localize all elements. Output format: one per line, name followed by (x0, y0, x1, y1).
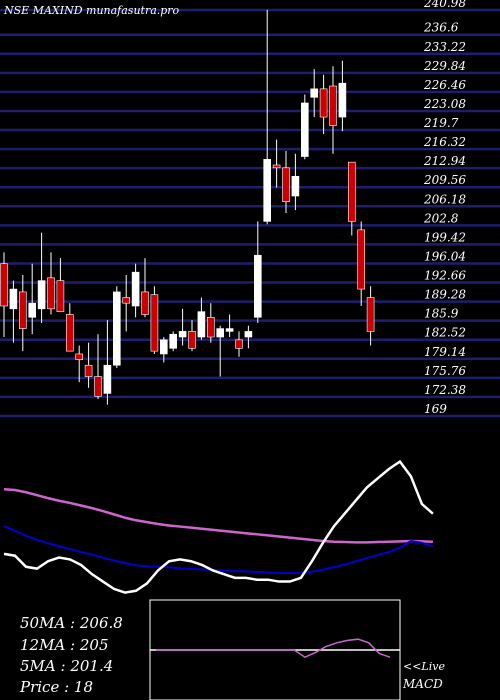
y-tick-label-6: 219.7 (423, 116, 459, 130)
candle-body-27 (254, 254, 262, 318)
candle-body-12 (113, 291, 121, 366)
candle-body-24 (225, 328, 234, 332)
candle-body-38 (357, 229, 366, 290)
y-tick-label-15: 189.28 (424, 288, 466, 302)
y-tick-label-17: 182.52 (424, 326, 466, 340)
y-tick-label-12: 199.42 (424, 230, 466, 244)
candle-body-21 (197, 311, 206, 338)
candle-body-7 (66, 314, 74, 352)
y-tick-label-21: 169 (424, 402, 447, 416)
price-readout: Price : 18 (19, 678, 93, 696)
candle-body-20 (188, 331, 196, 349)
macd-label: MACD (402, 677, 443, 691)
y-tick-label-9: 209.56 (423, 173, 466, 187)
ma-line-2 (3, 459, 434, 594)
ma50-readout: 50MA : 206.8 (20, 614, 123, 632)
candle-body-15 (141, 291, 149, 315)
candle-body-11 (103, 364, 112, 394)
macd-panel (149, 599, 401, 700)
y-tick-label-3: 229.84 (423, 59, 466, 73)
candle-body-22 (207, 316, 215, 338)
candlestick-series (0, 9, 375, 405)
candle-body-35 (329, 85, 337, 126)
candle-body-2 (18, 291, 27, 329)
price-gridlines (0, 8, 500, 418)
y-tick-label-14: 192.66 (424, 269, 466, 283)
candle-body-32 (300, 102, 309, 157)
price-axis-tick-labels: 240.98 236.6 233.22 229.84 226.46 223.08 219.7… (423, 0, 466, 416)
candle-body-34 (319, 88, 328, 118)
y-tick-label-1: 236.6 (423, 21, 459, 35)
ma-line-1 (3, 525, 434, 575)
candle-body-23 (216, 328, 224, 338)
y-tick-label-11: 202.8 (423, 211, 459, 225)
candle-body-5 (47, 277, 55, 310)
ma-line-0 (3, 488, 433, 544)
candle-body-17 (160, 339, 168, 355)
y-tick-label-0: 240.98 (423, 0, 466, 10)
candle-body-26 (244, 331, 253, 338)
y-tick-label-13: 196.04 (424, 249, 466, 263)
candle-body-31 (291, 175, 300, 197)
ma5-readout: 5MA : 201.4 (20, 657, 113, 675)
candle-body-13 (122, 297, 130, 304)
candle-body-16 (150, 294, 159, 352)
candle-body-29 (272, 164, 281, 169)
candle-body-18 (169, 333, 177, 349)
candle-body-33 (310, 88, 319, 98)
candle-body-36 (338, 82, 347, 118)
macd-line (156, 638, 391, 659)
candle-body-8 (75, 353, 83, 360)
y-tick-label-16: 185.9 (424, 307, 459, 321)
moving-average-lines (3, 459, 434, 594)
y-tick-label-19: 175.76 (424, 364, 466, 378)
y-tick-label-20: 172.38 (424, 383, 466, 397)
candle-body-14 (131, 271, 140, 307)
y-tick-label-4: 226.46 (423, 78, 466, 92)
candle-body-28 (263, 159, 272, 222)
y-tick-label-2: 233.22 (423, 40, 466, 54)
candle-body-39 (366, 297, 375, 332)
y-tick-label-5: 223.08 (423, 97, 466, 111)
macd-live-label: <<Live (403, 660, 445, 673)
candle-body-9 (84, 364, 93, 377)
candle-body-4 (37, 280, 46, 310)
y-tick-label-18: 179.14 (424, 345, 466, 359)
candle-body-1 (9, 288, 18, 310)
y-tick-label-7: 216.32 (423, 135, 466, 149)
candle-body-10 (94, 376, 102, 397)
candle-body-6 (56, 280, 65, 312)
ma12-readout: 12MA : 205 (20, 636, 109, 654)
y-tick-label-10: 206.18 (423, 192, 466, 206)
candle-body-30 (282, 167, 290, 202)
chart-title: NSE MAXIND munafasutra.pro (3, 4, 180, 17)
candle-body-25 (235, 339, 243, 349)
candle-body-19 (178, 331, 187, 338)
candle-body-37 (347, 161, 356, 222)
candle-body-3 (28, 302, 37, 318)
y-tick-label-8: 212.94 (423, 154, 466, 168)
candle-body-0 (0, 263, 8, 307)
